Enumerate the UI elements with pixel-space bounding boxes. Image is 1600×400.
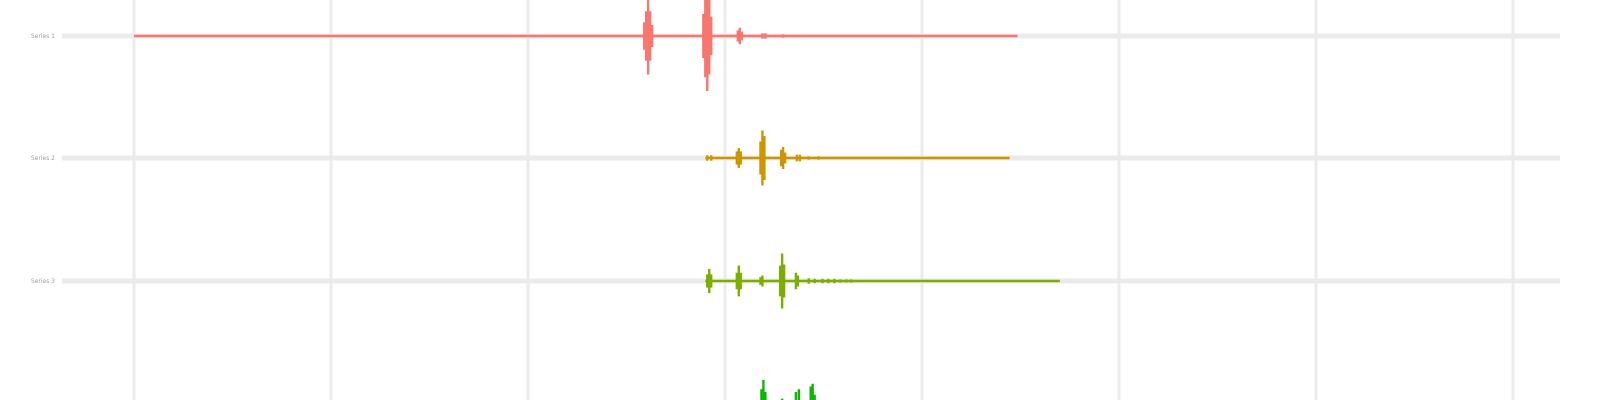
series-2 — [705, 130, 1010, 186]
series-4 — [760, 379, 816, 400]
row-label-3: Series 3 — [31, 278, 55, 285]
series-layer — [134, 0, 1060, 400]
series-3 — [705, 253, 1060, 309]
row-label-2: Series 2 — [31, 155, 55, 162]
row-labels: Series 1 Series 2 Series 3 — [31, 33, 55, 285]
row-label-1: Series 1 — [31, 33, 55, 40]
vertical-gridlines — [132, 0, 1515, 400]
series-1 — [134, 0, 1018, 91]
